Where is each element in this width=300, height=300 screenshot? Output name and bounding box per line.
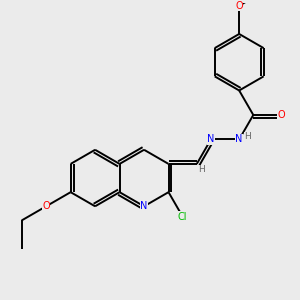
Text: N: N bbox=[236, 134, 243, 144]
Text: H: H bbox=[244, 132, 251, 141]
Text: O: O bbox=[42, 201, 50, 211]
Text: H: H bbox=[198, 165, 205, 174]
Text: O: O bbox=[278, 110, 285, 120]
Text: O: O bbox=[236, 1, 243, 11]
Text: N: N bbox=[140, 201, 148, 211]
Text: Cl: Cl bbox=[178, 212, 188, 222]
Text: N: N bbox=[207, 134, 214, 144]
